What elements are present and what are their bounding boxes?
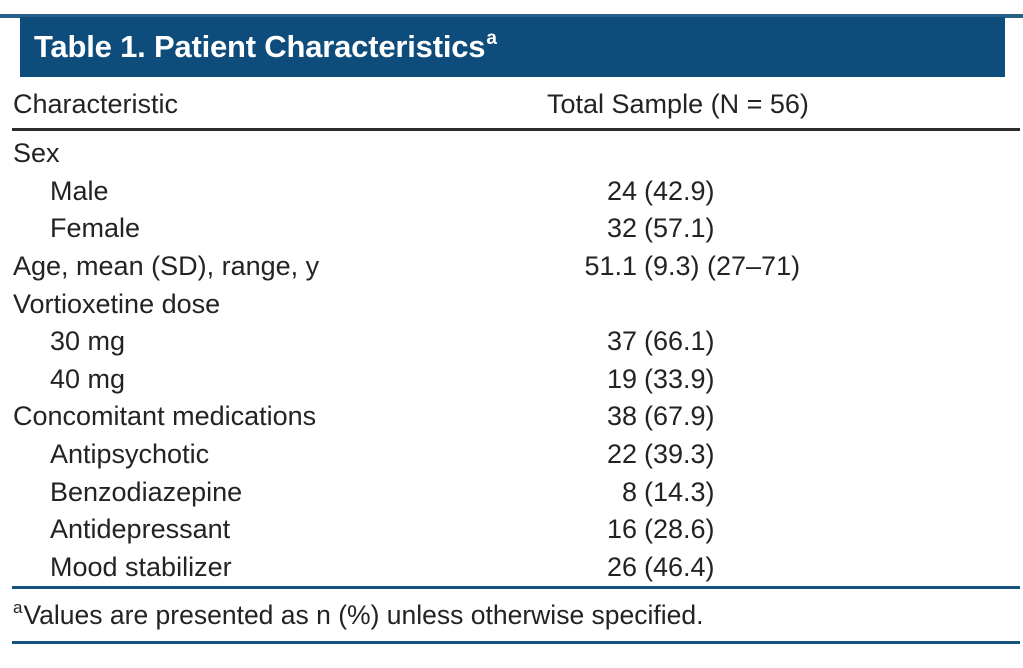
row-value-count: 16 xyxy=(606,514,637,545)
row-value-percent: (66.1) xyxy=(644,326,715,357)
table-row: Antidepressant 16 (28.6) xyxy=(12,511,1020,549)
header-rule xyxy=(12,128,1020,131)
row-value-percent: (42.9) xyxy=(644,175,715,206)
row-value: 22 (39.3) xyxy=(540,439,1020,470)
row-label: Mood stabilizer xyxy=(50,551,232,582)
row-value-count: 24 xyxy=(606,175,637,206)
row-value: 19 (33.9) xyxy=(540,364,1020,395)
footnote-top-rule xyxy=(12,586,1020,590)
table-bottom-rule xyxy=(12,641,1020,645)
footnote: a Values are presented as n (%) unless ot… xyxy=(13,598,704,630)
row-value-count: 26 xyxy=(606,551,637,582)
row-value-count: 38 xyxy=(606,401,637,432)
table-row: Benzodiazepine 8 (14.3) xyxy=(12,473,1020,511)
row-value-count: 8 xyxy=(621,476,637,507)
table-row: Sex xyxy=(12,135,1020,173)
row-value: 37 (66.1) xyxy=(540,326,1020,357)
row-value-percent: (33.9) xyxy=(644,363,715,394)
row-label: Antidepressant xyxy=(50,514,231,545)
table-row: Female 32 (57.1) xyxy=(12,210,1020,248)
row-value: 8 (14.3) xyxy=(540,477,1020,508)
row-value-percent: (39.3) xyxy=(644,439,715,470)
row-value: 16 (28.6) xyxy=(540,514,1020,545)
table-row: 30 mg 37 (66.1) xyxy=(12,323,1020,361)
row-label: Antipsychotic xyxy=(50,439,210,470)
table-rows: Sex Male 24 (42.9) Female 32 (57.1) Age, mean (… xyxy=(12,131,1020,586)
row-value-percent: (14.3) xyxy=(644,476,715,507)
table-title-superscript: a xyxy=(486,27,497,49)
table-row: Age, mean (SD), range, y 51.1 (9.3) (27–71… xyxy=(12,248,1020,286)
table-row: Vortioxetine dose xyxy=(12,285,1020,323)
row-value-count: 22 xyxy=(606,439,637,470)
row-value: 38 (67.9) xyxy=(540,401,1020,432)
table-body: Characteristic Total Sample (N = 56) Sex… xyxy=(12,80,1020,645)
row-value-count: 51.1 xyxy=(584,251,637,282)
row-value: 24 (42.9) xyxy=(540,176,1020,207)
row-value: 26 (46.4) xyxy=(540,552,1020,583)
column-header-characteristic: Characteristic xyxy=(13,88,179,119)
row-label: 40 mg xyxy=(50,363,126,394)
row-value-percent: (46.4) xyxy=(644,551,715,582)
row-value-percent: (57.1) xyxy=(644,213,715,244)
row-label: Vortioxetine dose xyxy=(13,288,221,319)
table-row: Mood stabilizer 26 (46.4) xyxy=(12,549,1020,587)
row-label: Male xyxy=(50,175,109,206)
table-row: Antipsychotic 22 (39.3) xyxy=(12,436,1020,474)
row-label: Benzodiazepine xyxy=(50,476,243,507)
row-value: 32 (57.1) xyxy=(540,213,1020,244)
column-header-total-sample: Total Sample (N = 56) xyxy=(547,88,809,119)
row-value-count: 32 xyxy=(606,213,637,244)
table-row: Male 24 (42.9) xyxy=(12,173,1020,211)
row-value-percent: (67.9) xyxy=(644,401,715,432)
row-value-count: 19 xyxy=(606,363,637,394)
table-row: Concomitant medications 38 (67.9) xyxy=(12,398,1020,436)
table-title-text: Table 1. Patient Characteristics xyxy=(34,29,486,64)
footnote-text: Values are presented as n (%) unless oth… xyxy=(23,599,704,630)
row-label: Female xyxy=(50,213,141,244)
row-label: Age, mean (SD), range, y xyxy=(13,251,320,282)
row-label: Concomitant medications xyxy=(13,401,317,432)
table-row: 40 mg 19 (33.9) xyxy=(12,361,1020,399)
row-value: 51.1 (9.3) (27–71) xyxy=(540,251,1020,282)
banner-top-rule xyxy=(0,14,1023,18)
table-title: Table 1. Patient Characteristicsa xyxy=(20,17,1005,77)
row-value-percent: (28.6) xyxy=(644,514,715,545)
row-label: Sex xyxy=(13,138,60,169)
row-value-count: 37 xyxy=(606,326,637,357)
row-label: 30 mg xyxy=(50,326,126,357)
table-title-banner: Table 1. Patient Characteristicsa xyxy=(20,17,1005,77)
row-value-percent: (9.3) (27–71) xyxy=(644,251,801,282)
column-header-row: Characteristic Total Sample (N = 56) xyxy=(12,80,1020,128)
